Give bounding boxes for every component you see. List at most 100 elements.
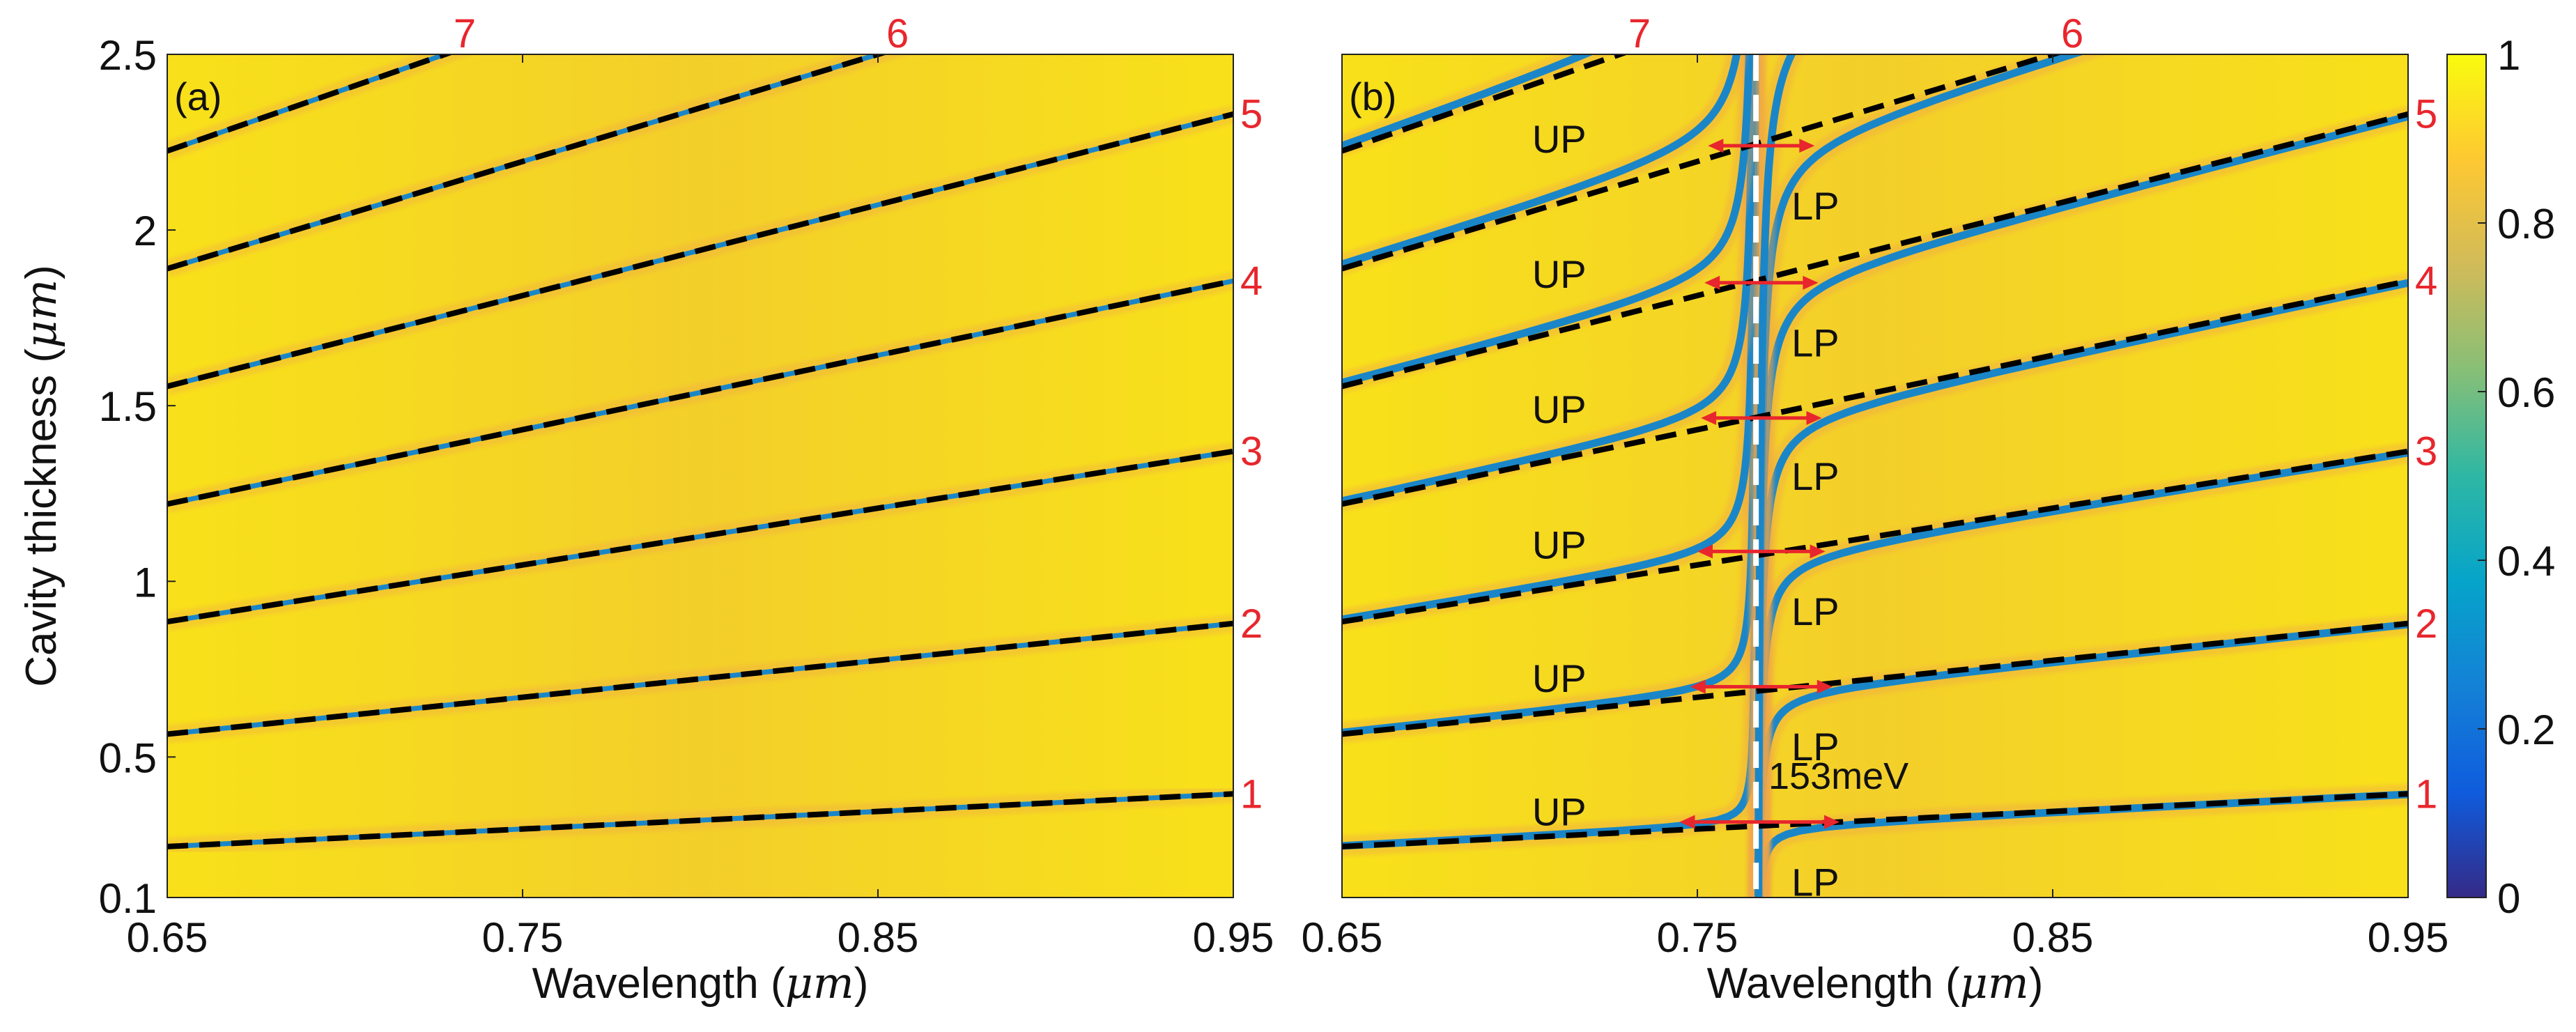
panel-a-ylabel-unit: μm [15, 279, 66, 348]
mode-label: 2 [1240, 601, 1263, 647]
y-tick-label: 0.5 [99, 734, 157, 781]
colorbar-gradient [2446, 54, 2487, 898]
panel-a-ylabel-text: Cavity thickness [17, 375, 65, 687]
lp-label: LP [1791, 184, 1840, 228]
panel-a-xlabel: Wavelength (μm) [532, 957, 869, 1008]
colorbar-tick-label: 0.4 [2497, 538, 2555, 585]
panel-a-frame [167, 54, 1234, 898]
mode-label: 6 [2061, 11, 2083, 56]
panel-b-ticks: 0.65 0.75 0.85 0.95 [1302, 54, 2449, 961]
arrow-head-right [1810, 544, 1826, 559]
colorbar-tick-label: 0 [2497, 875, 2520, 922]
rabi-splitting-label: 153meV [1768, 755, 1908, 797]
colorbar-ticks: 0 0.2 0.4 0.6 0.8 1 [2478, 32, 2555, 922]
lp-label: LP [1791, 454, 1840, 498]
mode-label: 4 [1240, 259, 1263, 304]
colorbar: 0 0.2 0.4 0.6 0.8 1 [2446, 32, 2555, 922]
up-label: UP [1532, 117, 1587, 161]
mode-band [167, 54, 453, 153]
arrow-head-left [1704, 275, 1720, 290]
mode-label: 7 [454, 11, 476, 56]
x-tick-label: 0.75 [482, 914, 564, 961]
panel-a-ticks: 0.65 0.75 0.85 0.95 0.1 0.5 1 1.5 2 2.5 [99, 32, 1274, 961]
cavity-mode-line [1342, 620, 2408, 737]
panel-a-xlabel-text: Wavelength [532, 960, 759, 1008]
mode-label: 4 [2415, 259, 2437, 304]
cavity-mode-line [1342, 54, 2062, 272]
arrow-head-left [1701, 410, 1717, 425]
up-label: UP [1532, 790, 1587, 833]
lp-label: LP [1791, 725, 1840, 769]
arrow-head-right [1817, 679, 1833, 694]
cavity-mode-line [167, 278, 1233, 507]
cavity-mode-line [167, 448, 1233, 625]
panel-b-xlabel-text: Wavelength [1707, 960, 1934, 1008]
cavity-mode-line [167, 111, 1233, 390]
arrow-head-right [1806, 410, 1822, 425]
mode-label: 5 [2415, 92, 2437, 137]
y-tick-label: 1 [134, 559, 157, 606]
mode-label: 7 [1628, 11, 1651, 56]
panel-b-label: (b) [1349, 75, 1396, 118]
panel-a-xlabel-unit: μm [785, 957, 854, 1008]
panel-a: 0.65 0.75 0.85 0.95 0.1 0.5 1 1.5 2 2.5 1 2 3 4 5 6 7 (… [15, 11, 1274, 1008]
panel-b-mode-labels: 1 2 3 4 5 6 7 [1628, 11, 2437, 817]
up-label: UP [1532, 387, 1587, 431]
mode-label: 3 [2415, 429, 2437, 475]
colorbar-tick-label: 1 [2497, 32, 2520, 79]
cavity-mode-line [1342, 448, 2408, 625]
lp-label: LP [1791, 860, 1840, 904]
colorbar-tick-label: 0.6 [2497, 369, 2555, 416]
panel-a-cavity-mode-lines [167, 54, 1233, 849]
panel-a-ylabel: Cavity thickness (μm) [15, 265, 66, 687]
x-tick-label: 0.65 [1302, 914, 1383, 961]
colorbar-tick-label: 0.2 [2497, 707, 2555, 753]
cavity-mode-line [1342, 278, 2408, 507]
panel-b-xlabel-unit: μm [1960, 957, 2029, 1008]
y-tick-label: 2.5 [99, 32, 157, 79]
arrow-head-left [1697, 544, 1713, 559]
panel-b-cavity-mode-lines [1342, 54, 2408, 849]
cavity-mode-line [1342, 111, 2408, 390]
x-tick-label: 0.95 [2368, 914, 2449, 961]
up-label: UP [1532, 252, 1587, 296]
mode-label: 3 [1240, 429, 1263, 475]
mode-label: 1 [2415, 771, 2437, 817]
up-label: UP [1532, 656, 1587, 700]
panel-a-label: (a) [174, 75, 222, 118]
arrow-head-right [1803, 275, 1819, 290]
mode-label: 2 [2415, 601, 2437, 647]
arrow-head-right [1824, 815, 1840, 829]
mode-label: 1 [1240, 771, 1263, 817]
cavity-mode-line [167, 620, 1233, 737]
upper-polariton-branch [1342, 54, 1594, 151]
cavity-mode-line [1342, 791, 2408, 849]
panel-b-frame [1341, 54, 2409, 898]
up-label: UP [1532, 523, 1587, 567]
rabi-splitting-arrows [1679, 139, 1840, 829]
x-tick-label: 0.85 [838, 914, 919, 961]
lp-label: LP [1791, 321, 1840, 364]
arrow-head-left [1708, 139, 1724, 153]
lower-polariton-branch [1754, 54, 1796, 898]
panel-a-mode-labels: 1 2 3 4 5 6 7 [454, 11, 1263, 817]
panel-b-xlabel: Wavelength (μm) [1707, 957, 2044, 1008]
arrow-head-left [1690, 679, 1706, 694]
arrow-head-right [1799, 139, 1815, 153]
panel-b: UP UP UP UP UP UP LP LP LP LP LP LP 0.65 0.75 0.85 0.9… [1302, 11, 2449, 1008]
x-tick-label: 0.95 [1193, 914, 1274, 961]
y-tick-label: 1.5 [99, 383, 157, 430]
cavity-mode-line [167, 54, 888, 272]
x-tick-label: 0.75 [1657, 914, 1738, 961]
y-tick-label: 0.1 [99, 875, 157, 922]
cavity-mode-line [167, 791, 1233, 849]
mode-label: 6 [886, 11, 909, 56]
colorbar-tick-label: 0.8 [2497, 201, 2555, 247]
mode-label: 5 [1240, 92, 1263, 137]
arrow-head-left [1679, 815, 1695, 829]
x-tick-label: 0.85 [2012, 914, 2094, 961]
x-tick-label: 0.65 [127, 914, 208, 961]
y-tick-label: 2 [134, 208, 157, 254]
polariton-branch-labels: UP UP UP UP UP UP LP LP LP LP LP LP [1532, 117, 1840, 904]
